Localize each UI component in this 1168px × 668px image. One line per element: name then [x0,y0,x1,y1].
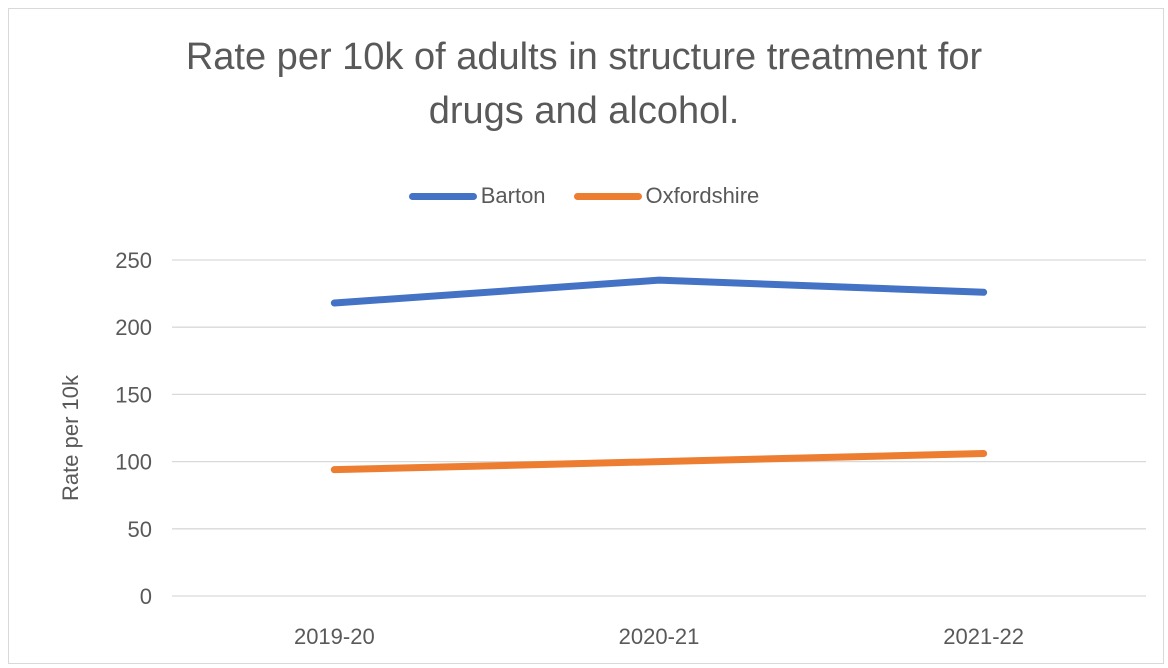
y-tick-label-150: 150 [115,382,152,407]
legend-label-oxfordshire: Oxfordshire [645,183,760,208]
x-tick-label-2020-21: 2020-21 [619,624,700,649]
legend-swatch-oxfordshire [573,192,642,200]
legend-item-oxfordshire[interactable]: Oxfordshire [573,183,760,209]
x-tick-label-2019-20: 2019-20 [294,624,375,649]
x-tick-label-2021-22: 2021-22 [943,624,1024,649]
y-tick-label-250: 250 [115,248,152,273]
y-tick-label-200: 200 [115,315,152,340]
y-tick-label-100: 100 [115,450,152,475]
chart-frame [8,8,1164,664]
chart-legend: Barton Oxfordshire [0,180,1168,212]
y-tick-label-50: 50 [128,517,152,542]
legend-label-barton: Barton [480,183,546,208]
legend-item-barton[interactable]: Barton [408,183,546,209]
y-axis-label: Rate per 10k [58,374,83,501]
chart-title-line-2: drugs and alcohol. [428,90,740,132]
series-line-barton [330,276,988,307]
chart-title-line-1: Rate per 10k of adults in structure trea… [185,36,983,78]
y-tick-label-0: 0 [140,584,152,609]
series-line-oxfordshire [330,450,988,474]
chart-title: Rate per 10k of adults in structure trea… [0,30,1168,138]
legend-swatch-barton [408,192,477,200]
